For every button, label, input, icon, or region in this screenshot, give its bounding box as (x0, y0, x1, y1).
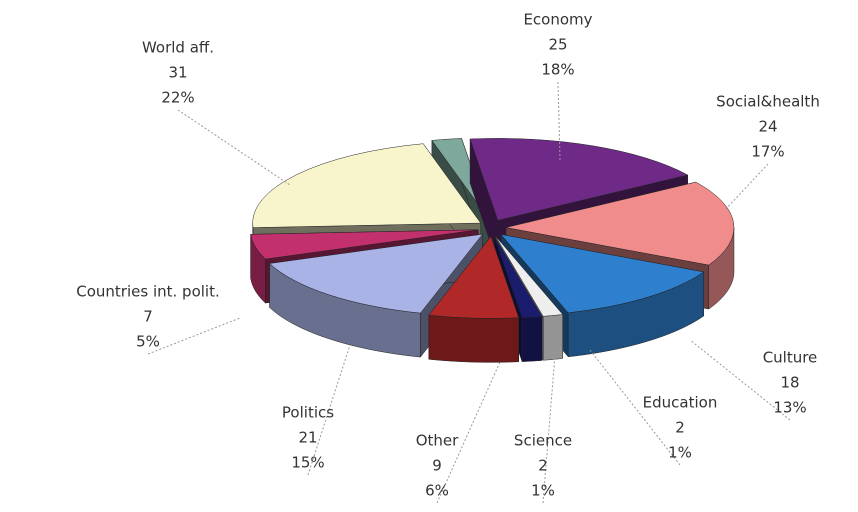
leader-line (307, 344, 351, 476)
slice-label: Politics (282, 404, 334, 422)
slice-percent: 5% (136, 333, 160, 351)
slice-label: Science (514, 432, 572, 450)
slice-top (469, 138, 689, 221)
slice-top (250, 229, 479, 260)
slice-top (505, 181, 735, 266)
slice-value: 2 (675, 419, 685, 437)
slice-percent: 1% (531, 482, 555, 500)
leader-line (557, 81, 561, 161)
slice-label: Other (416, 432, 459, 450)
slice-percent: 6% (425, 482, 449, 500)
leader-line (589, 349, 681, 466)
slice-label: Countries int. polit. (76, 283, 219, 301)
slice-percent: 22% (161, 89, 194, 107)
slice-percent: 17% (751, 143, 784, 161)
slice-label: World aff. (142, 39, 214, 57)
slice-value: 25 (548, 36, 567, 54)
slice-top (431, 138, 490, 220)
leader-line (724, 163, 769, 211)
leader-line (436, 361, 501, 504)
slice-top (500, 234, 705, 314)
slice-value: 2 (538, 457, 548, 475)
slice-percent: 13% (773, 399, 806, 417)
slice-value: 24 (758, 118, 777, 136)
slice-value: 9 (432, 457, 442, 475)
slice-percent: 1% (668, 444, 692, 462)
slice-label: Education (643, 394, 718, 412)
slice-value: 7 (143, 308, 153, 326)
slice-label: Social&health (716, 93, 820, 111)
slice-top (428, 235, 520, 319)
slice-side (521, 316, 543, 362)
slice-label: Culture (763, 349, 818, 367)
slice-value: 21 (298, 429, 317, 447)
leader-line (542, 354, 556, 504)
slice-value: 31 (168, 64, 187, 82)
slice-top (269, 233, 484, 314)
slice-percent: 15% (291, 454, 324, 472)
leader-line (177, 109, 291, 186)
slice-side (428, 314, 519, 363)
slice (428, 235, 520, 363)
slice-top (495, 235, 564, 317)
slice-label: Economy (523, 11, 592, 29)
slice-percent: 18% (541, 61, 574, 79)
slice-value: 18 (780, 374, 799, 392)
leader-line (147, 317, 241, 355)
leader-line (689, 339, 791, 421)
slice-side (542, 314, 563, 361)
slice-top (494, 236, 543, 318)
slice-top (252, 143, 482, 228)
